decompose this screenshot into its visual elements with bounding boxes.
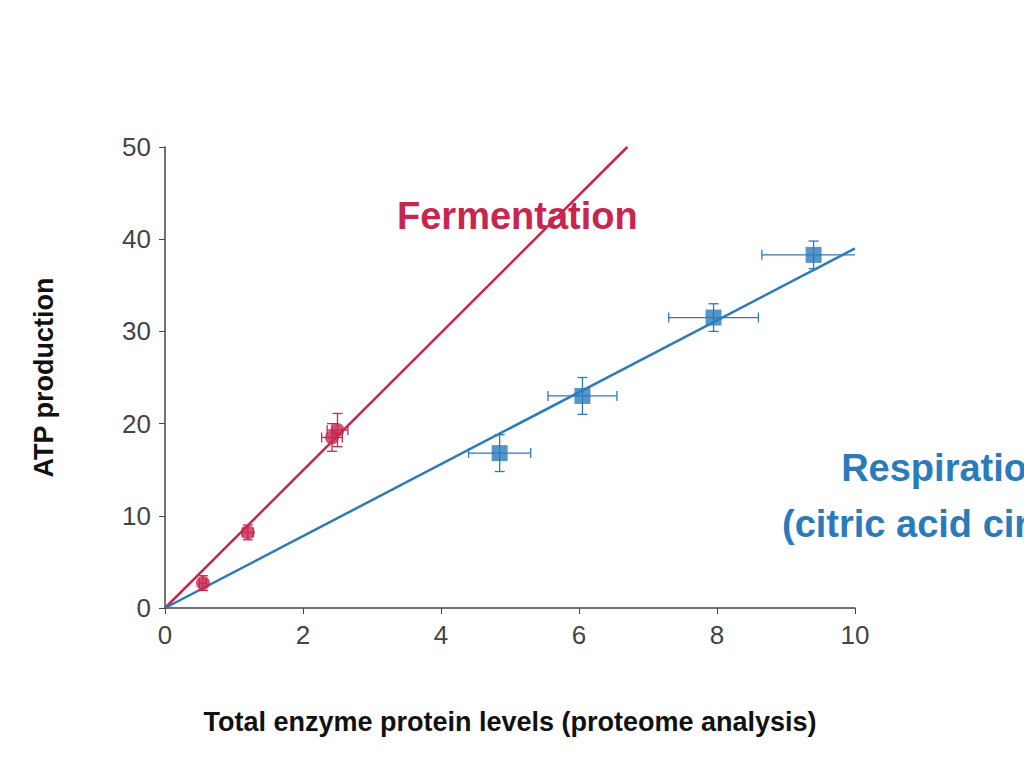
svg-text:8: 8 xyxy=(710,620,724,650)
svg-text:4: 4 xyxy=(434,620,448,650)
svg-text:ATP production: ATP production xyxy=(29,278,59,478)
svg-text:2: 2 xyxy=(296,620,310,650)
svg-text:6: 6 xyxy=(572,620,586,650)
svg-text:Total enzyme protein levels (p: Total enzyme protein levels (proteome an… xyxy=(203,707,816,737)
svg-text:0: 0 xyxy=(137,593,151,623)
svg-text:10: 10 xyxy=(841,620,870,650)
svg-text:50: 50 xyxy=(122,132,151,162)
svg-text:0: 0 xyxy=(158,620,172,650)
svg-text:Respiration: Respiration xyxy=(841,447,1024,489)
svg-text:30: 30 xyxy=(122,316,151,346)
svg-text:20: 20 xyxy=(122,409,151,439)
svg-text:(citric acid circuit): (citric acid circuit) xyxy=(782,503,1024,545)
svg-text:Fermentation: Fermentation xyxy=(397,195,638,237)
svg-text:10: 10 xyxy=(122,501,151,531)
svg-text:40: 40 xyxy=(122,224,151,254)
